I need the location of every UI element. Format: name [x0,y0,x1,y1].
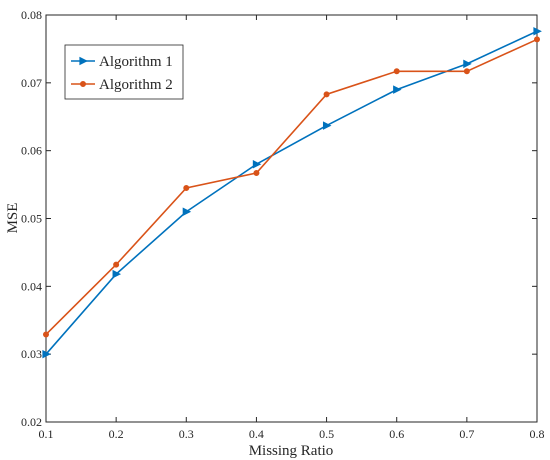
x-tick-label: 0.1 [39,427,54,441]
data-point-algorithm-1 [533,27,542,36]
x-axis-ticks: 0.1 0.2 0.3 0.4 0.5 0.6 0.7 0.8 [39,15,545,441]
legend-label: Algorithm 2 [99,77,173,93]
series-line-algorithm-2 [45,38,538,336]
x-axis-label: Missing Ratio [249,443,334,459]
y-tick-label: 0.06 [21,144,42,158]
x-tick-label: 0.4 [249,427,264,441]
y-tick-label: 0.05 [21,212,42,226]
data-point-algorithm-2 [534,36,541,43]
data-point-algorithm-1 [252,159,262,169]
y-axis-ticks: 0.02 0.03 0.04 0.05 0.06 0.07 0.08 [21,8,537,429]
legend-swatch-marker [80,81,87,88]
x-tick-label: 0.3 [179,427,194,441]
y-tick-label: 0.02 [21,415,42,429]
x-tick-label: 0.7 [459,427,474,441]
y-axis-label: MSE [5,203,21,234]
x-tick-label: 0.5 [319,427,334,441]
data-point-algorithm-1 [182,207,192,216]
data-point-algorithm-2 [393,68,400,75]
y-tick-label: 0.07 [21,76,42,90]
series-algorithm-2 [43,36,541,338]
y-tick-label: 0.04 [21,279,42,293]
legend-box [64,44,184,100]
data-point-algorithm-2 [43,331,50,338]
data-point-algorithm-2 [323,91,330,98]
data-point-algorithm-1 [393,85,402,94]
legend-label: Algorithm 1 [99,54,173,70]
legend-swatch-marker [79,56,88,66]
x-tick-label: 0.2 [109,427,124,441]
data-point-algorithm-2 [113,261,120,268]
data-point-algorithm-1 [463,59,472,69]
legend-entry-algorithm-2: Algorithm 2 [71,77,173,93]
x-tick-label: 0.8 [530,427,545,441]
legend: Algorithm 1 Algorithm 2 [64,44,184,100]
data-point-algorithm-2 [183,184,190,191]
y-tick-label: 0.03 [21,347,42,361]
x-tick-label: 0.6 [389,427,404,441]
data-point-algorithm-1 [42,349,51,359]
legend-entry-algorithm-1: Algorithm 1 [71,54,173,70]
data-point-algorithm-2 [253,170,260,177]
data-point-algorithm-1 [322,121,332,130]
y-tick-label: 0.08 [21,8,42,22]
data-point-algorithm-2 [463,68,470,75]
series-line-algorithm-1 [45,30,538,355]
series-algorithm-1 [42,27,542,359]
series-layer [42,27,542,359]
data-point-algorithm-1 [112,269,122,279]
